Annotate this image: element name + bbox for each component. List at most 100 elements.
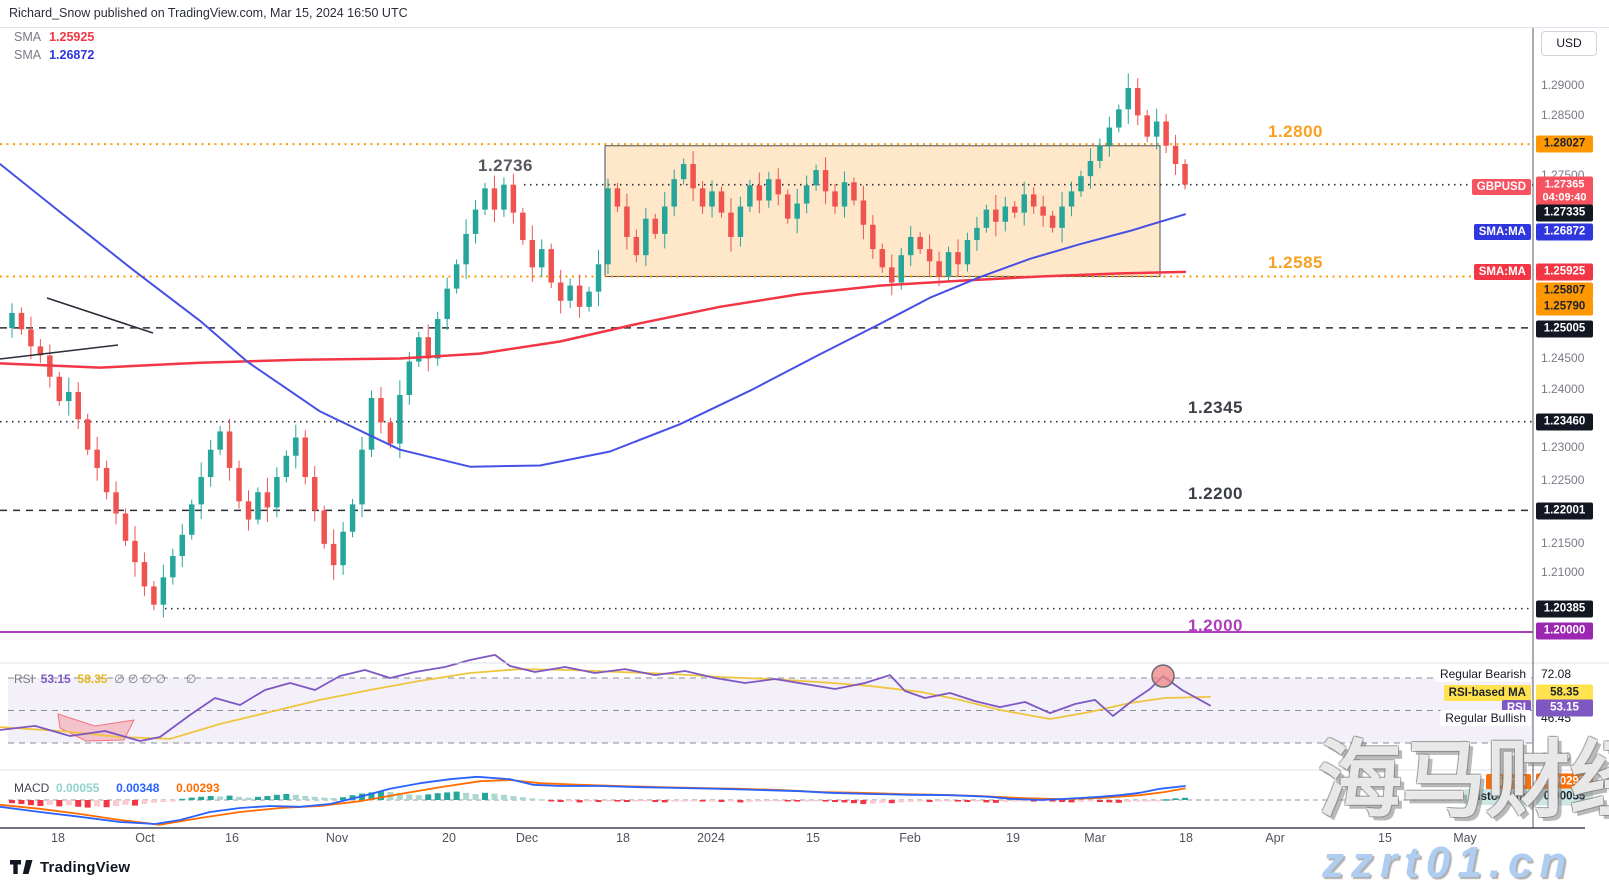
- price-axis-label[interactable]: 1.23000: [1541, 440, 1585, 454]
- candle-body: [198, 477, 204, 505]
- price-axis-badge: 1.28027: [1536, 135, 1593, 153]
- sma-legend-1-value: 1.25925: [49, 30, 95, 44]
- candle-body: [784, 194, 791, 219]
- macd-legend-label: MACD: [14, 781, 50, 795]
- time-axis-label[interactable]: 18: [51, 831, 65, 845]
- candle-body: [1116, 109, 1122, 128]
- macd-histogram-bar: [803, 800, 810, 802]
- pane-label-sma-ma: SMA:MA: [1473, 224, 1531, 240]
- time-axis-label[interactable]: 16: [225, 831, 239, 845]
- macd-histogram-bar: [65, 800, 72, 806]
- macd-histogram-bar: [150, 800, 157, 803]
- candle-body: [113, 492, 119, 514]
- time-axis-label[interactable]: Dec: [515, 831, 539, 845]
- candle-body: [633, 236, 640, 256]
- time-axis-label[interactable]: Nov: [325, 831, 349, 845]
- time-axis-label[interactable]: Feb: [899, 831, 921, 845]
- price-axis-badge: 53.15: [1536, 699, 1593, 717]
- rsi-legend-label: RSI: [14, 672, 35, 686]
- candle-body: [472, 209, 479, 234]
- time-axis-label[interactable]: 2024: [697, 831, 725, 845]
- price-level-label: 1.2000: [1188, 616, 1243, 635]
- sma-legend-2[interactable]: SMA 1.26872: [14, 48, 94, 62]
- macd-histogram-bar: [491, 793, 498, 800]
- candle-body: [661, 206, 668, 234]
- candle-body: [293, 437, 299, 456]
- rsi-legend[interactable]: RSI 53.15 58.35 ∅ ∅ ∅ ∅ ∅: [14, 672, 196, 686]
- price-axis-badge: 1.25790: [1536, 298, 1593, 316]
- time-axis-label[interactable]: Mar: [1084, 831, 1106, 845]
- time-axis-label[interactable]: May: [1453, 831, 1477, 845]
- sma-legend-1[interactable]: SMA 1.25925: [14, 30, 94, 44]
- price-axis-label[interactable]: 1.29000: [1541, 78, 1585, 92]
- macd-histogram-bar: [860, 800, 867, 804]
- macd-histogram-bar: [18, 800, 25, 804]
- time-axis-label[interactable]: 19: [1006, 831, 1020, 845]
- price-axis-badge: 1.20000: [1536, 622, 1593, 640]
- candle-body: [132, 540, 138, 563]
- macd-histogram-bar: [775, 800, 782, 802]
- macd-histogram-bar: [415, 795, 422, 800]
- candle-body: [491, 188, 498, 210]
- macd-histogram-bar: [188, 797, 195, 800]
- macd-histogram-bar: [595, 800, 602, 802]
- candle-body: [453, 264, 460, 289]
- price-axis-label[interactable]: 1.24000: [1541, 382, 1585, 396]
- pane-label-sma-ma: SMA:MA: [1473, 264, 1531, 280]
- macd-histogram-bar: [746, 800, 753, 802]
- candle-body: [851, 182, 857, 201]
- time-axis-label[interactable]: 20: [442, 831, 456, 845]
- rsi-legend-value: 53.15: [40, 672, 71, 686]
- candle-body: [1087, 160, 1094, 177]
- macd-histogram-bar: [1087, 800, 1094, 802]
- candle-body: [387, 422, 394, 444]
- macd-histogram-bar: [557, 800, 564, 802]
- macd-line: [0, 775, 1186, 825]
- price-level-label: 1.2345: [1188, 398, 1243, 417]
- candle-body: [643, 218, 649, 256]
- candle-body: [501, 184, 507, 210]
- candle-body: [775, 179, 782, 195]
- candle-body: [595, 264, 602, 292]
- price-axis-label[interactable]: 1.22500: [1541, 473, 1585, 487]
- time-axis-label[interactable]: 18: [1179, 831, 1193, 845]
- price-axis-label[interactable]: 1.21000: [1541, 565, 1585, 579]
- price-level-label: 1.2585: [1268, 253, 1323, 272]
- price-axis-badge: 1.20385: [1536, 600, 1593, 618]
- candle-body: [945, 252, 952, 277]
- tradingview-brand-text: TradingView: [40, 859, 131, 876]
- time-axis-label[interactable]: Oct: [135, 831, 155, 845]
- price-axis-badge: 1.23460: [1536, 413, 1593, 431]
- candle-body: [425, 337, 431, 359]
- price-axis-label[interactable]: 1.21500: [1541, 536, 1585, 550]
- currency-toggle-button[interactable]: USD: [1541, 31, 1597, 56]
- sma-slow-line: [0, 270, 1187, 369]
- candle-body: [926, 249, 933, 262]
- candle-body: [340, 531, 346, 566]
- candle-body: [671, 179, 677, 207]
- time-axis-label[interactable]: 15: [806, 831, 820, 845]
- macd-histogram-bar: [75, 800, 82, 807]
- tradingview-logo-link[interactable]: TradingView: [10, 859, 130, 876]
- time-axis-label[interactable]: 15: [1378, 831, 1392, 845]
- price-axis-label[interactable]: 1.24500: [1541, 351, 1585, 365]
- pane-label-rsi-based-ma: RSI-based MA: [1443, 685, 1531, 701]
- macd-histogram-bar: [992, 800, 999, 803]
- price-axis-label[interactable]: 72.08: [1541, 667, 1572, 681]
- macd-histogram-bar: [245, 797, 252, 800]
- candle-body: [406, 361, 413, 395]
- macd-histogram-bar: [1030, 800, 1037, 802]
- macd-histogram-bar: [56, 800, 63, 807]
- macd-legend[interactable]: MACD 0.00055 0.00348 0.00293: [14, 781, 230, 795]
- candle-body: [1163, 121, 1169, 146]
- price-level-label: 1.2736: [478, 156, 533, 175]
- time-axis-label[interactable]: Apr: [1265, 831, 1285, 845]
- time-axis-label[interactable]: 18: [616, 831, 630, 845]
- macd-legend-macd-value: 0.00348: [116, 781, 160, 795]
- candle-body: [1012, 206, 1018, 213]
- macd-histogram-bar: [917, 800, 924, 802]
- macd-histogram-bar: [1011, 800, 1018, 802]
- price-axis-label[interactable]: 20.00: [1541, 750, 1572, 764]
- price-axis-label[interactable]: 1.28500: [1541, 108, 1585, 122]
